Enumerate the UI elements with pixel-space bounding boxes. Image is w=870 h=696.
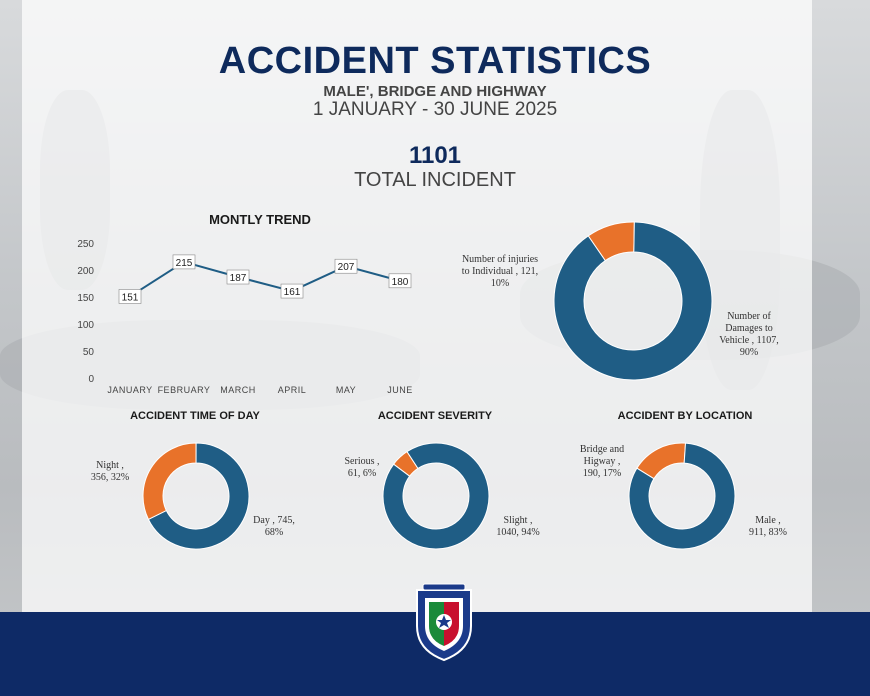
x-tick-label: FEBRUARY	[158, 385, 211, 395]
location-label-male: Male , 911, 83%	[738, 515, 798, 539]
slice-night	[142, 442, 197, 521]
label-text: Bridge and Higway , 190, 17%	[579, 444, 625, 479]
slice-day	[147, 442, 250, 550]
y-tick-label: 100	[77, 320, 94, 331]
label-text: Male , 911, 83%	[749, 515, 787, 538]
location-label-bridge: Bridge and Higway , 190, 17%	[570, 444, 634, 480]
label-text: Serious , 61, 6%	[344, 456, 380, 479]
svg-text:180: 180	[392, 277, 409, 288]
line-chart-title: MONTLY TREND	[209, 212, 311, 227]
slice-number-of-damages-to-vehicle	[553, 221, 713, 381]
donut-big-label-damages: Number of Damages to Vehicle , 1107, 90%	[712, 311, 786, 359]
x-tick-label: JANUARY	[107, 385, 152, 395]
severity-donut	[382, 442, 490, 550]
y-tick-label: 200	[77, 266, 94, 277]
label-text: Night , 356, 32%	[90, 460, 130, 483]
slice-male	[628, 442, 736, 550]
y-tick-label: 150	[77, 293, 94, 304]
x-tick-label: APRIL	[278, 385, 307, 395]
severity-label-slight: Slight , 1040, 94%	[488, 515, 548, 539]
location-title: ACCIDENT BY LOCATION	[617, 410, 753, 422]
svg-text:151: 151	[122, 292, 139, 303]
y-tick-label: 0	[88, 374, 94, 385]
police-crest-logo	[416, 583, 472, 662]
monthly-trend-chart: 250 200 150 100 50 0 JANUARY FEBRUARY MARCH APRIL…	[77, 239, 413, 395]
y-tick-label: 250	[77, 239, 94, 250]
data-label: 215	[172, 254, 196, 270]
date-range: 1 JANUARY - 30 JUNE 2025	[312, 99, 558, 120]
label-text: Day , 745, 68%	[253, 515, 295, 538]
page-subtitle: MALE', BRIDGE AND HIGHWAY	[323, 83, 547, 100]
damage-injury-donut	[553, 221, 713, 381]
slice-slight	[382, 442, 490, 550]
time-of-day-title: ACCIDENT TIME OF DAY	[130, 410, 260, 422]
time-label-night: Night , 356, 32%	[80, 460, 140, 484]
data-label: 180	[388, 273, 412, 289]
y-tick-label: 50	[83, 347, 95, 358]
svg-text:215: 215	[176, 258, 193, 269]
label-text: Number of Damages to Vehicle , 1107, 90%	[719, 311, 779, 358]
x-tick-label: MAY	[336, 385, 356, 395]
trend-line	[129, 260, 401, 298]
time-of-day-donut	[142, 442, 250, 550]
label-text: Slight , 1040, 94%	[496, 515, 540, 538]
data-label: 151	[118, 289, 142, 304]
svg-text:161: 161	[284, 287, 301, 298]
severity-title: ACCIDENT SEVERITY	[377, 410, 493, 422]
severity-label-serious: Serious , 61, 6%	[334, 456, 390, 480]
data-label: 187	[226, 269, 250, 285]
label-text: Number of injuries to Individual , 121, …	[461, 254, 539, 289]
data-label: 161	[280, 283, 304, 299]
location-donut	[628, 442, 736, 550]
total-incident-label: TOTAL INCIDENT	[354, 169, 516, 191]
x-tick-label: JUNE	[387, 385, 413, 395]
donut-big-label-injuries: Number of injuries to Individual , 121, …	[440, 254, 560, 290]
x-tick-label: MARCH	[220, 385, 256, 395]
svg-text:187: 187	[230, 273, 247, 284]
data-label: 207	[334, 258, 358, 274]
total-incident-value: 1101	[408, 142, 462, 169]
time-label-day: Day , 745, 68%	[246, 515, 302, 539]
svg-text:207: 207	[338, 262, 355, 273]
page-title: ACCIDENT STATISTICS	[218, 40, 652, 82]
